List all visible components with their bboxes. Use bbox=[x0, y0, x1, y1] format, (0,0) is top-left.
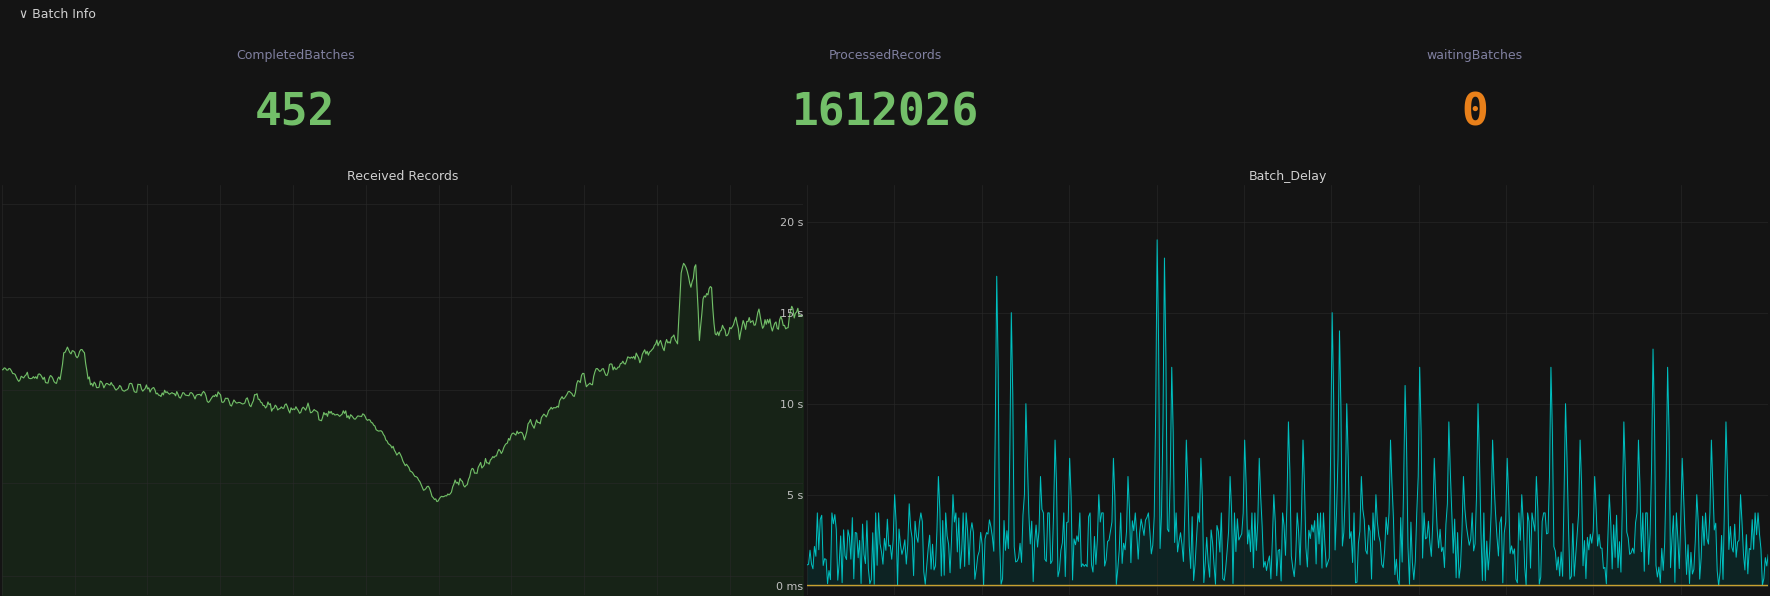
Text: ProcessedRecords: ProcessedRecords bbox=[828, 49, 942, 62]
Text: 0: 0 bbox=[1462, 92, 1489, 135]
Title: Received Records: Received Records bbox=[347, 170, 458, 182]
Text: waitingBatches: waitingBatches bbox=[1427, 49, 1522, 62]
Text: CompletedBatches: CompletedBatches bbox=[235, 49, 354, 62]
Text: 1612026: 1612026 bbox=[791, 92, 979, 135]
Text: 452: 452 bbox=[255, 92, 335, 135]
Text: ∨ Batch Info: ∨ Batch Info bbox=[19, 8, 96, 21]
Title: Batch_Delay: Batch_Delay bbox=[1248, 170, 1328, 182]
